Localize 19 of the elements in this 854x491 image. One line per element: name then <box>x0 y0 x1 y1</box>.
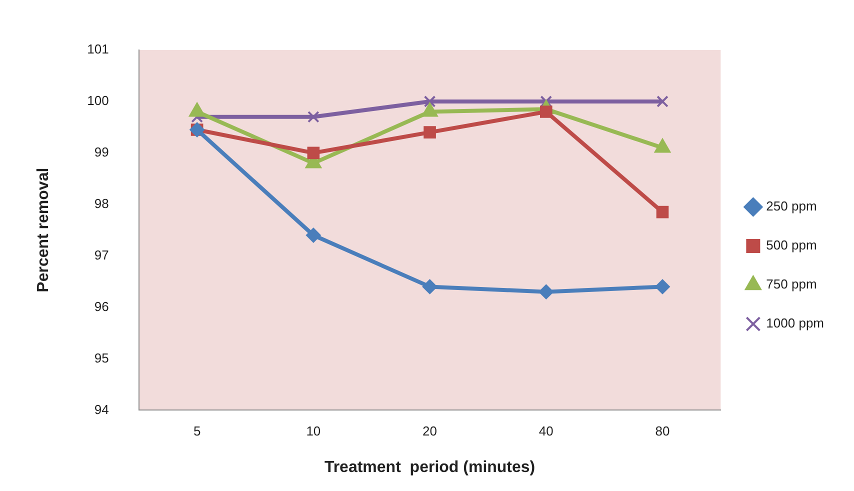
y-tick-label: 100 <box>87 93 109 108</box>
x-tick-label: 5 <box>193 424 201 439</box>
y-tick-label: 98 <box>94 196 109 211</box>
y-tick-label: 96 <box>94 298 109 314</box>
y-tick-label: 95 <box>94 350 109 366</box>
y-tick-label: 101 <box>87 42 109 57</box>
x-tick-label: 40 <box>538 424 554 439</box>
legend-label: 1000 ppm <box>766 316 824 331</box>
legend-label: 500 ppm <box>766 238 817 253</box>
x-axis-title: Treatment period (minutes) <box>324 458 536 476</box>
legend-label: 750 ppm <box>766 276 817 292</box>
x-tick-label: 80 <box>655 424 670 439</box>
y-axis-title: Percent removal <box>35 168 52 292</box>
y-tick-label: 97 <box>94 247 109 262</box>
x-tick-label: 20 <box>422 424 438 439</box>
legend-label: 250 ppm <box>766 198 817 214</box>
y-tick-label: 94 <box>94 402 109 417</box>
y-tick-label: 99 <box>94 144 109 160</box>
x-tick-label: 10 <box>306 424 321 439</box>
